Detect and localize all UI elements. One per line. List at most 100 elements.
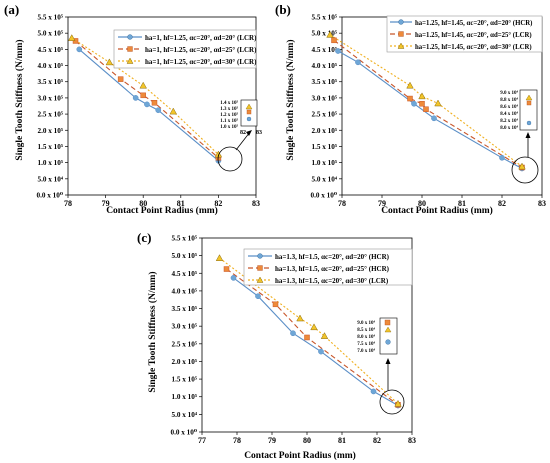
data-point-circle — [335, 48, 341, 54]
data-point-square — [151, 100, 158, 106]
series-line-2 — [226, 268, 399, 406]
data-point-triangle — [518, 162, 526, 170]
y-tick-label: 4.0 x 10⁵ — [311, 62, 337, 70]
legend-item-1: ha=1.25, hf=1.45, αc=20°, αd=20° (HCR) — [390, 19, 532, 27]
data-point-circle — [411, 100, 417, 107]
x-tick-label: 80 — [418, 199, 426, 208]
x-tick-label: 78 — [338, 199, 346, 208]
series-line-2 — [75, 40, 219, 159]
series-line-1 — [233, 277, 399, 406]
y-tick-label: 5.0 x 10⁵ — [311, 30, 337, 38]
data-point-circle — [132, 95, 139, 101]
y-tick-label: 3.5 x 10⁵ — [171, 305, 197, 313]
legend: ha=1.25, hf=1.45, αc=20°, αd=20° (HCR) h… — [386, 15, 543, 53]
data-point-circle — [499, 154, 505, 161]
y-tick-label: 0.0 x 10⁰ — [310, 192, 337, 200]
panel-a: (a) Single Tooth Stiffness (N/mm) Contac… — [4, 2, 262, 216]
legend-label: ha=1.3, hf=1.5, αc=20°, αd=20° (HCR) — [275, 253, 390, 261]
y-axis-label: Single Tooth Stiffness (N/mm) — [285, 39, 296, 160]
data-point-circle — [255, 293, 261, 300]
y-tick-label: 1.0 x 10⁵ — [311, 159, 337, 167]
y-tick-label: 3.0 x 10⁵ — [311, 94, 337, 102]
inset-y-tick: 9.0 x 10⁴ — [500, 90, 518, 96]
panel-letter: (c) — [137, 230, 151, 245]
series-line-2 — [333, 39, 523, 168]
inset-y-tick: 7.5 x 10⁴ — [357, 341, 375, 347]
y-tick-label: 1.0 x 10⁵ — [171, 393, 197, 401]
data-point-square — [72, 38, 79, 44]
x-tick-label: 83 — [252, 199, 260, 208]
y-tick-label: 2.5 x 10⁵ — [311, 111, 337, 119]
data-point-circle — [431, 115, 437, 122]
x-tick-label: 81 — [458, 199, 466, 208]
zoom-arrow — [235, 131, 251, 151]
data-point-square — [423, 106, 429, 112]
y-tick-label: 5.0 x 10⁵ — [171, 252, 197, 260]
data-point-triangle — [406, 81, 414, 89]
triangle-marker-icon — [126, 57, 134, 64]
square-marker-icon — [127, 46, 133, 52]
y-axis-label: Single Tooth Stiffness (N/mm) — [147, 271, 158, 392]
legend-label: ha=1.3, hf=1.5, αc=20°, αd=30° (LCR) — [275, 277, 389, 285]
y-tick-label: 2.0 x 10⁵ — [37, 127, 63, 135]
series-line-3 — [329, 34, 523, 167]
data-point-square — [331, 37, 337, 44]
data-point-triangle — [394, 399, 402, 407]
y-tick-label: 2.5 x 10⁵ — [37, 111, 63, 119]
data-point-square — [223, 266, 230, 272]
y-tick-label: 5.0 x 10⁴ — [37, 175, 63, 183]
plot-frame — [201, 237, 413, 433]
legend-label: ha=1.3, hf=1.5, αc=20°, αd=25° (HCR) — [275, 265, 390, 273]
inset-frame — [519, 89, 538, 131]
legend-item-3: ha=1, hf=1.25, αc=20°, αd=30° (LCR) — [118, 57, 257, 66]
x-tick-label: 78 — [233, 436, 241, 445]
y-tick-label: 1.5 x 10⁵ — [37, 143, 63, 151]
panel-letter: (b) — [275, 2, 291, 17]
inset-y-tick: 8.2 x 10⁴ — [500, 118, 518, 124]
arrow-head-icon — [385, 358, 391, 364]
y-tick-label: 1.0 x 10⁵ — [37, 159, 63, 167]
inset-y-tick: 1.1 x 10⁵ — [220, 118, 238, 124]
y-tick-label: 2.0 x 10⁵ — [311, 127, 337, 135]
triangle-marker-icon — [256, 276, 264, 283]
y-tick-label: 0.0 x 10⁰ — [170, 429, 197, 437]
x-axis-label: Contact Point Radius (mm) — [244, 450, 356, 461]
inset-y-tick: 1.0 x 10⁵ — [220, 124, 238, 130]
data-point-circle — [76, 46, 83, 53]
inset-y-tick: 8.4 x 10⁴ — [500, 111, 518, 117]
x-tick-label: 82 — [498, 199, 506, 208]
data-point-circle — [155, 107, 162, 114]
inset-y-tick: 1.3 x 10⁵ — [220, 106, 238, 112]
inset-y-tick: 1.4 x 10⁵ — [220, 100, 238, 106]
panel-c: (c) Single Tooth Stiffness (N/mm) Contac… — [137, 230, 416, 461]
legend-label: ha=1, hf=1.25, αc=20°, αd=30° (LCR) — [145, 58, 257, 66]
inset: 9.0 x 10⁴ 8.5 x 10⁴ 8.0 x 10⁴ 7.5 x 10⁴ … — [357, 317, 398, 355]
legend-label: ha=1, hf=1.25, αc=20°, αd=25° (LCR) — [145, 46, 257, 54]
inset-square-marker — [246, 109, 252, 115]
inset-square-marker — [384, 319, 391, 326]
y-tick-label: 5.0 x 10⁴ — [311, 175, 337, 183]
inset-triangle-marker — [525, 94, 533, 101]
y-axis-label: Single Tooth Stiffness (N/mm) — [14, 39, 25, 160]
data-point-triangle — [326, 30, 334, 38]
x-tick-label: 83 — [408, 436, 416, 445]
y-tick-label: 5.5 x 10⁵ — [311, 14, 337, 22]
data-point-circle — [144, 101, 150, 108]
data-point-triangle — [215, 254, 224, 261]
x-tick-label: 79 — [102, 199, 110, 208]
data-point-triangle — [169, 107, 178, 115]
zoom-circle — [217, 146, 243, 172]
legend: ha=1.3, hf=1.5, αc=20°, αd=20° (HCR) ha=… — [243, 248, 413, 286]
inset-triangle-marker — [245, 103, 253, 110]
inset-y-tick: 8.0 x 10⁴ — [500, 125, 518, 131]
legend-label: ha=1.25, hf=1.45, αc=20°, αd=25° (LCR) — [415, 32, 532, 39]
legend-item-1: ha=1, hf=1.25, αc=20°, αd=20° (LCR) — [118, 34, 257, 42]
data-point-circle — [290, 330, 296, 337]
inset-y-tick: 8.5 x 10⁴ — [357, 327, 375, 333]
zoom-circle — [511, 156, 539, 184]
data-point-square — [140, 92, 146, 99]
x-tick-label: 83 — [538, 199, 546, 208]
legend-item-3: ha=1.3, hf=1.5, αc=20°, αd=30° (LCR) — [248, 276, 389, 285]
x-tick-label: 78 — [64, 199, 72, 208]
x-tick-label: 81 — [177, 199, 185, 208]
